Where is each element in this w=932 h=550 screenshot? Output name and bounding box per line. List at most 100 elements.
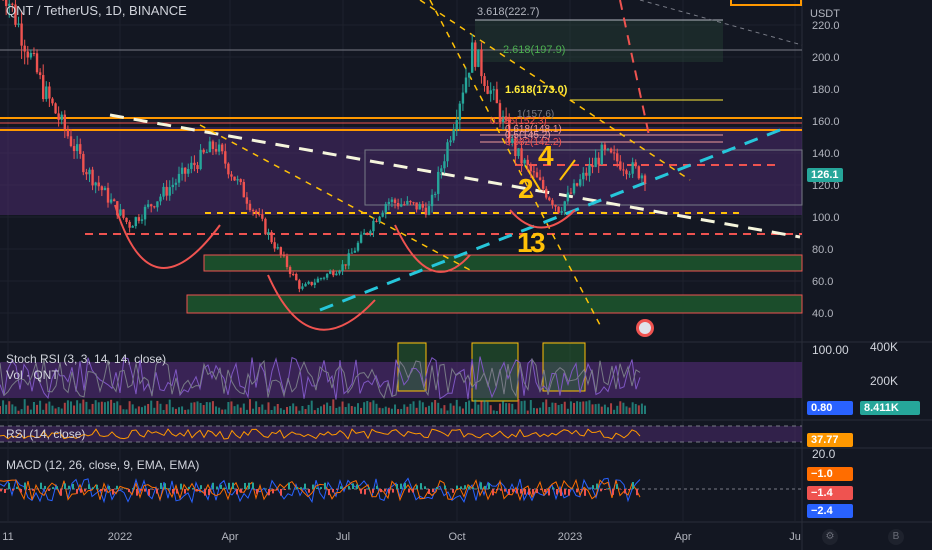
macd-hist-bar xyxy=(248,482,250,489)
candle-body xyxy=(489,90,492,94)
volume-bar xyxy=(461,408,464,414)
b-icon[interactable]: B xyxy=(888,529,904,545)
candle-body xyxy=(20,23,23,46)
volume-bar xyxy=(248,399,251,414)
macd-title[interactable]: MACD (12, 26, close, 9, EMA, EMA) xyxy=(6,458,200,472)
candle-body xyxy=(69,136,73,147)
price-axis[interactable]: 220.0 200.0 180.0 160.0 140.0 120.0 100.0 80.0 6… xyxy=(812,20,840,320)
volume-bar xyxy=(252,408,255,414)
volume-bar xyxy=(26,405,29,414)
macd-hist-bar xyxy=(216,486,218,489)
candle-body xyxy=(319,278,323,280)
candle-body xyxy=(578,179,582,186)
pattern-curve xyxy=(114,204,221,269)
volume-bar xyxy=(394,404,397,414)
candle-body xyxy=(600,144,603,165)
rsi-title[interactable]: RSI (14, close) xyxy=(6,427,86,441)
volume-bar xyxy=(335,407,338,414)
range-box xyxy=(364,149,803,206)
volume-bar xyxy=(168,399,171,414)
volume-bar xyxy=(116,401,119,414)
macd-hist-bar xyxy=(108,485,110,489)
macd-hist-bar xyxy=(168,488,170,489)
symbol-title[interactable]: QNT / TetherUS, 1D, BINANCE xyxy=(6,3,187,18)
macd-hist-bar xyxy=(192,488,194,489)
macd-hist-bar xyxy=(152,489,154,490)
volume-bar xyxy=(431,402,434,414)
candle-body xyxy=(572,183,576,194)
candle-body xyxy=(288,267,292,274)
candle-body xyxy=(72,146,76,152)
candle-body xyxy=(4,0,8,7)
price-candles xyxy=(2,0,647,293)
macd-hist-bar xyxy=(392,489,394,493)
volume-bar xyxy=(505,403,508,414)
volume-bar xyxy=(406,406,409,414)
macd-hist-bar xyxy=(144,489,146,492)
settings-icon[interactable]: ⚙ xyxy=(822,529,838,545)
rsi-value-badge: 37.77 xyxy=(807,433,853,447)
candle-body xyxy=(480,49,483,77)
macd-hist-bar xyxy=(500,489,502,491)
stoch-rsi-title[interactable]: Stoch RSI (3, 3, 14, 14, close) xyxy=(6,352,167,366)
candle-body xyxy=(474,42,477,67)
macd-hist-bar xyxy=(432,489,434,493)
volume-bar xyxy=(51,405,54,414)
volume-bar xyxy=(94,400,97,414)
candle-body xyxy=(239,179,242,183)
macd-hist-bar xyxy=(472,487,474,489)
macd-hist-bar xyxy=(320,487,322,489)
volume-bar xyxy=(443,405,446,414)
macd-hist-bar xyxy=(400,483,402,489)
wave-label-4: 4 xyxy=(538,140,554,171)
macd-hist-bar xyxy=(376,485,378,489)
volume-title[interactable]: Vol · QNT xyxy=(6,368,59,382)
volume-bar xyxy=(140,407,143,414)
candle-body xyxy=(350,252,354,254)
volume-bar xyxy=(8,401,11,414)
volume-bar xyxy=(412,401,415,414)
volume-bar xyxy=(465,401,468,414)
candle-body xyxy=(106,187,110,203)
candle-body xyxy=(88,169,91,175)
volume-bar xyxy=(455,399,458,414)
volume-bar xyxy=(2,400,5,414)
volume-bar xyxy=(329,405,332,414)
macd-hist-bar xyxy=(28,489,30,490)
volume-bar xyxy=(347,403,350,414)
volume-bar xyxy=(29,409,32,414)
candle-body xyxy=(79,144,82,154)
volume-bar xyxy=(171,407,174,414)
volume-bar xyxy=(421,402,424,414)
volume-bar xyxy=(637,405,640,414)
macd-hist-bar xyxy=(100,489,102,492)
candle-body xyxy=(168,187,171,196)
candle-body xyxy=(424,207,428,215)
candle-body xyxy=(177,173,181,183)
volume-bar xyxy=(366,400,369,414)
volume-bar xyxy=(332,399,335,414)
candle-body xyxy=(205,152,208,154)
candle-body xyxy=(143,206,147,220)
volume-bar xyxy=(11,404,14,414)
macd-hist-bar xyxy=(632,482,634,489)
downtrend-line xyxy=(109,113,801,239)
time-axis[interactable]: 11 2022 Apr Jul Oct 2023 Apr Ju xyxy=(2,531,801,543)
volume-bar xyxy=(85,401,88,414)
volume-bar xyxy=(387,407,390,414)
macd-hist-bar xyxy=(600,489,602,492)
macd-hist-bar xyxy=(468,486,470,489)
volume-bar xyxy=(569,401,572,414)
volume-bar xyxy=(88,409,91,414)
volume-bar xyxy=(486,401,489,414)
volume-bar xyxy=(181,406,184,414)
volume-bar xyxy=(165,404,168,414)
candle-body xyxy=(66,129,70,137)
macd-hist-bar xyxy=(220,484,222,489)
candle-body xyxy=(332,271,335,276)
volume-bar xyxy=(215,406,218,414)
candle-body xyxy=(17,23,20,25)
macd-hist-bar xyxy=(128,489,130,493)
candle-body xyxy=(190,162,193,169)
